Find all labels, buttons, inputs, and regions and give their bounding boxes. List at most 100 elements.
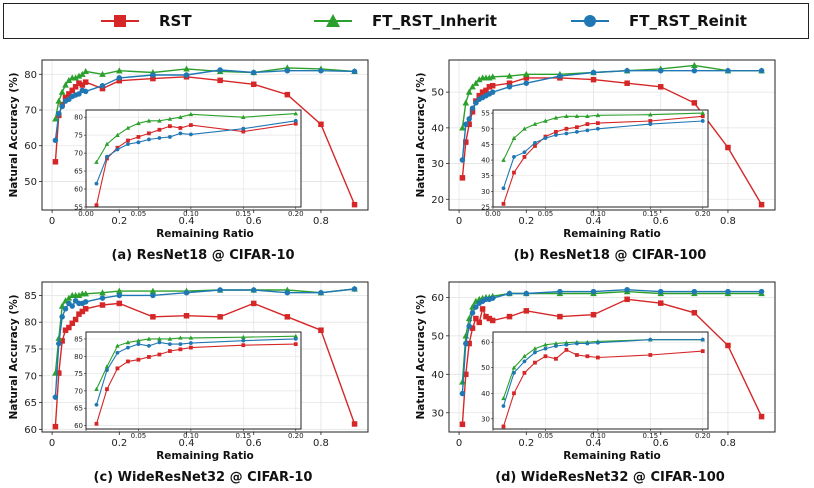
inset-data-point (293, 118, 298, 123)
inset-y-tick-label: 60 (481, 339, 490, 347)
data-point (657, 300, 664, 306)
legend-item-rst: RST (101, 4, 192, 38)
y-axis-label: Natural Accuracy (%) (8, 72, 20, 197)
data-point (489, 73, 496, 80)
data-point (476, 92, 482, 99)
inset-y-tick-label: 35 (481, 172, 490, 180)
x-tick-label: 0.8 (720, 216, 736, 227)
inset-background (86, 332, 301, 429)
data-point (506, 313, 513, 320)
inset-data-point (147, 137, 151, 142)
inset-data-point (168, 135, 172, 139)
inset-data-point (94, 402, 99, 407)
inset-data-point (501, 186, 506, 191)
data-point (624, 67, 630, 74)
data-point (469, 109, 476, 115)
inset-y-tick-label: 70 (74, 387, 83, 395)
data-point (116, 77, 123, 84)
inset-data-point (595, 340, 600, 345)
inset-y-tick-label: 75 (74, 132, 83, 140)
data-point (115, 67, 123, 74)
inset-series-ft-rst-reinit (501, 337, 705, 408)
x-tick-label: 0.4 (179, 438, 195, 449)
inset-data-point (575, 125, 579, 130)
data-point (62, 94, 69, 101)
data-point (476, 319, 482, 326)
x-axis-label: Remaining Ratio (156, 228, 254, 240)
data-point (72, 74, 79, 81)
inset-data-point (512, 391, 516, 396)
inset-data-point (564, 342, 569, 347)
inset-data-point (293, 121, 298, 126)
inset-y-tick-label: 65 (74, 168, 83, 176)
inset-data-point (105, 368, 109, 373)
plot-frame (41, 281, 369, 433)
inset-data-point (501, 424, 506, 429)
data-point (217, 287, 223, 293)
data-point (557, 73, 563, 79)
data-point (82, 290, 89, 297)
inset-data-point (168, 124, 172, 129)
data-point (483, 313, 489, 320)
inset-data-point (147, 131, 151, 136)
inset-frame (492, 109, 709, 208)
inset-data-point (241, 129, 246, 134)
inset-data-point (136, 357, 141, 362)
series-rst (459, 296, 765, 428)
inset-data-point (595, 121, 600, 126)
x-tick-label: 0.4 (586, 216, 602, 227)
legend-swatch-ft-rst-reinit (571, 15, 609, 27)
x-tick-label: 0.8 (313, 438, 329, 449)
inset-data-point (533, 350, 537, 355)
data-point (76, 91, 82, 97)
data-point (463, 139, 469, 145)
data-point (758, 67, 765, 74)
series-rst (52, 300, 358, 430)
data-point (217, 77, 223, 84)
inset-x-tick-label: 0.20 (288, 432, 304, 440)
data-point (56, 340, 62, 347)
inset-data-point (564, 347, 569, 352)
inset-data-point (241, 334, 246, 339)
y-tick-label: 40 (431, 370, 444, 381)
inset-data-point (126, 359, 130, 364)
inset-series-rst (501, 347, 705, 429)
data-point (284, 91, 291, 98)
data-point (462, 99, 470, 106)
inset-x-tick-label: 0.15 (643, 210, 659, 218)
plot-frame (448, 59, 776, 211)
data-point (459, 157, 466, 163)
data-point (486, 84, 493, 90)
inset-x-tick-label: 0.05 (538, 210, 554, 218)
inset-y-tick-label: 30 (481, 188, 490, 196)
y-tick-label: 65 (24, 398, 37, 409)
data-point (459, 175, 466, 181)
inset-data-point (125, 125, 131, 130)
inset-y-tick-label: 30 (481, 415, 490, 423)
data-point (116, 292, 123, 299)
inset-data-point (147, 355, 151, 359)
inset-data-point (512, 370, 516, 375)
data-point (52, 137, 59, 144)
data-point (459, 378, 466, 385)
data-point (250, 69, 257, 76)
inset-y-tick-label: 40 (481, 157, 490, 165)
legend-label-ft-rst-reinit: FT_RST_Reinit (629, 12, 747, 30)
data-point (506, 80, 513, 86)
x-tick-label: 0.6 (246, 438, 262, 449)
inset-zoom: 0.05 0.10 0.15 0.20 30 40 50 60 (481, 331, 711, 440)
x-tick-label: 0 (456, 216, 462, 227)
y-tick-label: 50 (431, 88, 444, 99)
data-point (758, 288, 765, 295)
data-point (79, 82, 86, 88)
inset-data-point (543, 346, 548, 351)
inset-y-tick-label: 60 (74, 186, 83, 194)
inset-data-point (533, 140, 537, 145)
data-point (75, 72, 83, 79)
inset-data-point (511, 365, 517, 370)
x-tick-label: 0.2 (518, 216, 534, 227)
data-point (82, 79, 89, 85)
inset-series-line-rst (502, 115, 703, 205)
data-point (479, 306, 486, 312)
x-axis-label: Remaining Ratio (563, 228, 661, 240)
